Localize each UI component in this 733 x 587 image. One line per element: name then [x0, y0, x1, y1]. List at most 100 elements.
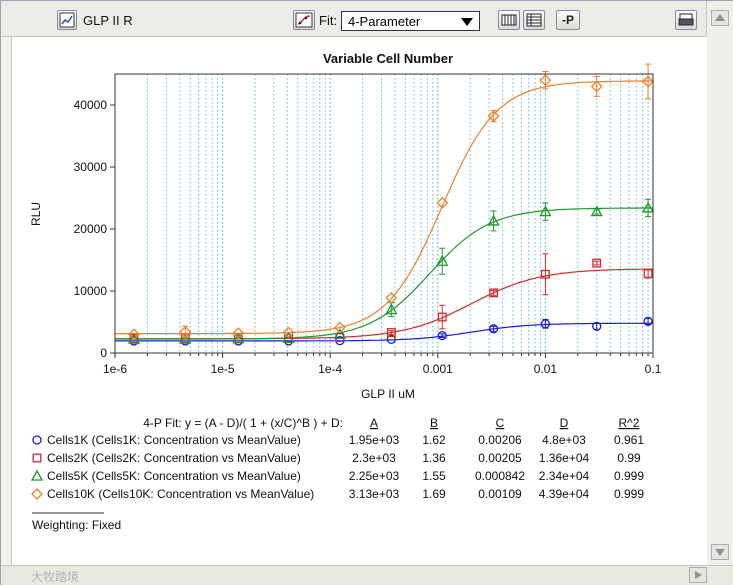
- fit-type-value: 4-Parameter: [348, 14, 421, 29]
- fit-table-cell: 0.961: [614, 433, 644, 447]
- fit-table-cell: 3.13e+03: [349, 487, 400, 501]
- data-point-triangle: [30, 469, 44, 481]
- scroll-right-button[interactable]: [689, 567, 707, 583]
- legend-series-name: Cells2K (Cells2K: Concentration vs MeanV…: [47, 451, 301, 465]
- document-title: GLP II R: [83, 13, 133, 28]
- chart-svg: Variable Cell Number GLP II uM RLU 0 1000…: [29, 51, 662, 532]
- fit-table-cell: 0.00206: [478, 433, 522, 447]
- table-icon: [526, 13, 542, 27]
- fit-equation: 4-P Fit: y = (A - D)/( 1 + (x/C)^B ) + D…: [143, 416, 343, 430]
- scroll-down-button[interactable]: [711, 544, 729, 560]
- data-point-triangle: [179, 332, 192, 344]
- p-button-label: -P: [562, 13, 574, 27]
- fit-label: Fit:: [319, 13, 338, 28]
- fit-table-header: A: [370, 416, 378, 430]
- fit-table-cell: 1.95e+03: [349, 433, 400, 447]
- data-point-triangle: [282, 331, 295, 343]
- y-tick-label: 20000: [74, 222, 108, 236]
- fit-table-cell: 1.62: [422, 433, 446, 447]
- data-point-triangle: [641, 201, 655, 213]
- status-bar: 大牧踏境: [1, 565, 733, 585]
- fit-table-cell: 0.00205: [478, 451, 522, 465]
- y-tick-label: 10000: [74, 284, 108, 298]
- data-point-diamond: [282, 326, 295, 339]
- arrow-up-icon: [715, 14, 725, 21]
- arrow-down-icon: [715, 549, 725, 556]
- data-point-square: [32, 453, 42, 463]
- data-point-diamond: [128, 328, 140, 341]
- plot-area: Variable Cell Number GLP II uM RLU 0 1000…: [11, 37, 707, 565]
- data-point-circle: [437, 330, 447, 341]
- data-point-diamond: [539, 74, 552, 87]
- data-point-triangle: [333, 328, 346, 340]
- fit-table-cell: 0.000842: [475, 469, 525, 483]
- x-axis-label: GLP II uM: [361, 387, 415, 401]
- fit-table-header: D: [560, 416, 569, 430]
- fit-table-cell: 1.36: [422, 451, 446, 465]
- data-point-diamond: [179, 326, 192, 338]
- fit-table-cell: 1.36e+04: [539, 451, 590, 465]
- data-point-circle: [592, 321, 602, 331]
- scroll-up-button[interactable]: [711, 10, 729, 26]
- printer-icon: [678, 13, 694, 26]
- plot-background: [115, 74, 653, 353]
- data-point-diamond: [487, 110, 500, 123]
- fit-curve-circle: [115, 322, 653, 342]
- weighting-text: Weighting: Fixed: [32, 518, 121, 532]
- grid-icon: [501, 14, 517, 26]
- fit-table-header: C: [496, 416, 505, 430]
- data-point-circle: [386, 334, 396, 345]
- legend-series-name: Cells5K (Cells5K: Concentration vs MeanV…: [47, 469, 301, 483]
- plot-frame: [114, 73, 654, 354]
- data-point-diamond: [232, 327, 245, 340]
- x-tick-label: 0.01: [534, 362, 558, 376]
- grid-toggle-button[interactable]: [498, 10, 520, 30]
- x-tick-label: 1e-4: [318, 362, 342, 376]
- fit-table-cell: 2.25e+03: [349, 469, 400, 483]
- print-button[interactable]: [675, 10, 697, 30]
- data-point-square: [643, 269, 653, 279]
- fit-table-cell: 0.99: [617, 451, 641, 465]
- data-point-square: [592, 258, 602, 268]
- data-point-triangle: [385, 303, 398, 315]
- y-tick-label: 40000: [74, 98, 108, 112]
- vertical-scrollbar[interactable]: [706, 1, 733, 566]
- fit-settings-button[interactable]: [293, 10, 315, 30]
- data-point-circle: [488, 324, 499, 334]
- data-point-diamond: [590, 80, 603, 93]
- arrow-right-icon: [695, 571, 702, 579]
- toolbar: GLP II R Fit: 4-Parameter: [1, 1, 706, 37]
- data-point-triangle: [436, 254, 449, 266]
- data-point-diamond: [385, 291, 398, 304]
- fit-table-cell: 2.3e+03: [352, 451, 396, 465]
- fit-table-header: B: [430, 416, 438, 430]
- fit-table-cell: 0.999: [614, 487, 644, 501]
- table-view-button[interactable]: [523, 10, 545, 30]
- fit-table-header: R^2: [619, 416, 640, 430]
- data-point-circle: [643, 316, 653, 327]
- x-tick-label: 0.001: [423, 362, 453, 376]
- x-tick-label: 1e-6: [103, 362, 127, 376]
- y-axis-label: RLU: [29, 202, 43, 226]
- fit-type-select[interactable]: 4-Parameter: [341, 11, 480, 31]
- doc-icon-button[interactable]: [57, 10, 77, 30]
- watermark-text: 大牧踏境: [31, 570, 80, 584]
- x-tick-label: 0.1: [645, 362, 662, 376]
- data-point-circle: [540, 319, 551, 329]
- data-point-square: [489, 288, 499, 298]
- fit-table-cell: 0.999: [614, 469, 644, 483]
- fit-curve-triangle: [115, 207, 653, 340]
- fit-table-cell: 4.39e+04: [539, 487, 590, 501]
- data-point-triangle: [487, 214, 500, 226]
- legend-series-name: Cells1K (Cells1K: Concentration vs MeanV…: [47, 433, 301, 447]
- data-point-square: [540, 269, 550, 279]
- data-point-triangle: [127, 332, 141, 344]
- dropdown-arrow-icon: [461, 18, 473, 26]
- p-button[interactable]: -P: [556, 10, 580, 30]
- y-tick-label: 0: [100, 346, 107, 360]
- data-point-diamond: [333, 321, 346, 334]
- fit-curve-diamond: [115, 80, 654, 335]
- chart-title: Variable Cell Number: [323, 51, 453, 66]
- data-point-diamond: [436, 197, 449, 209]
